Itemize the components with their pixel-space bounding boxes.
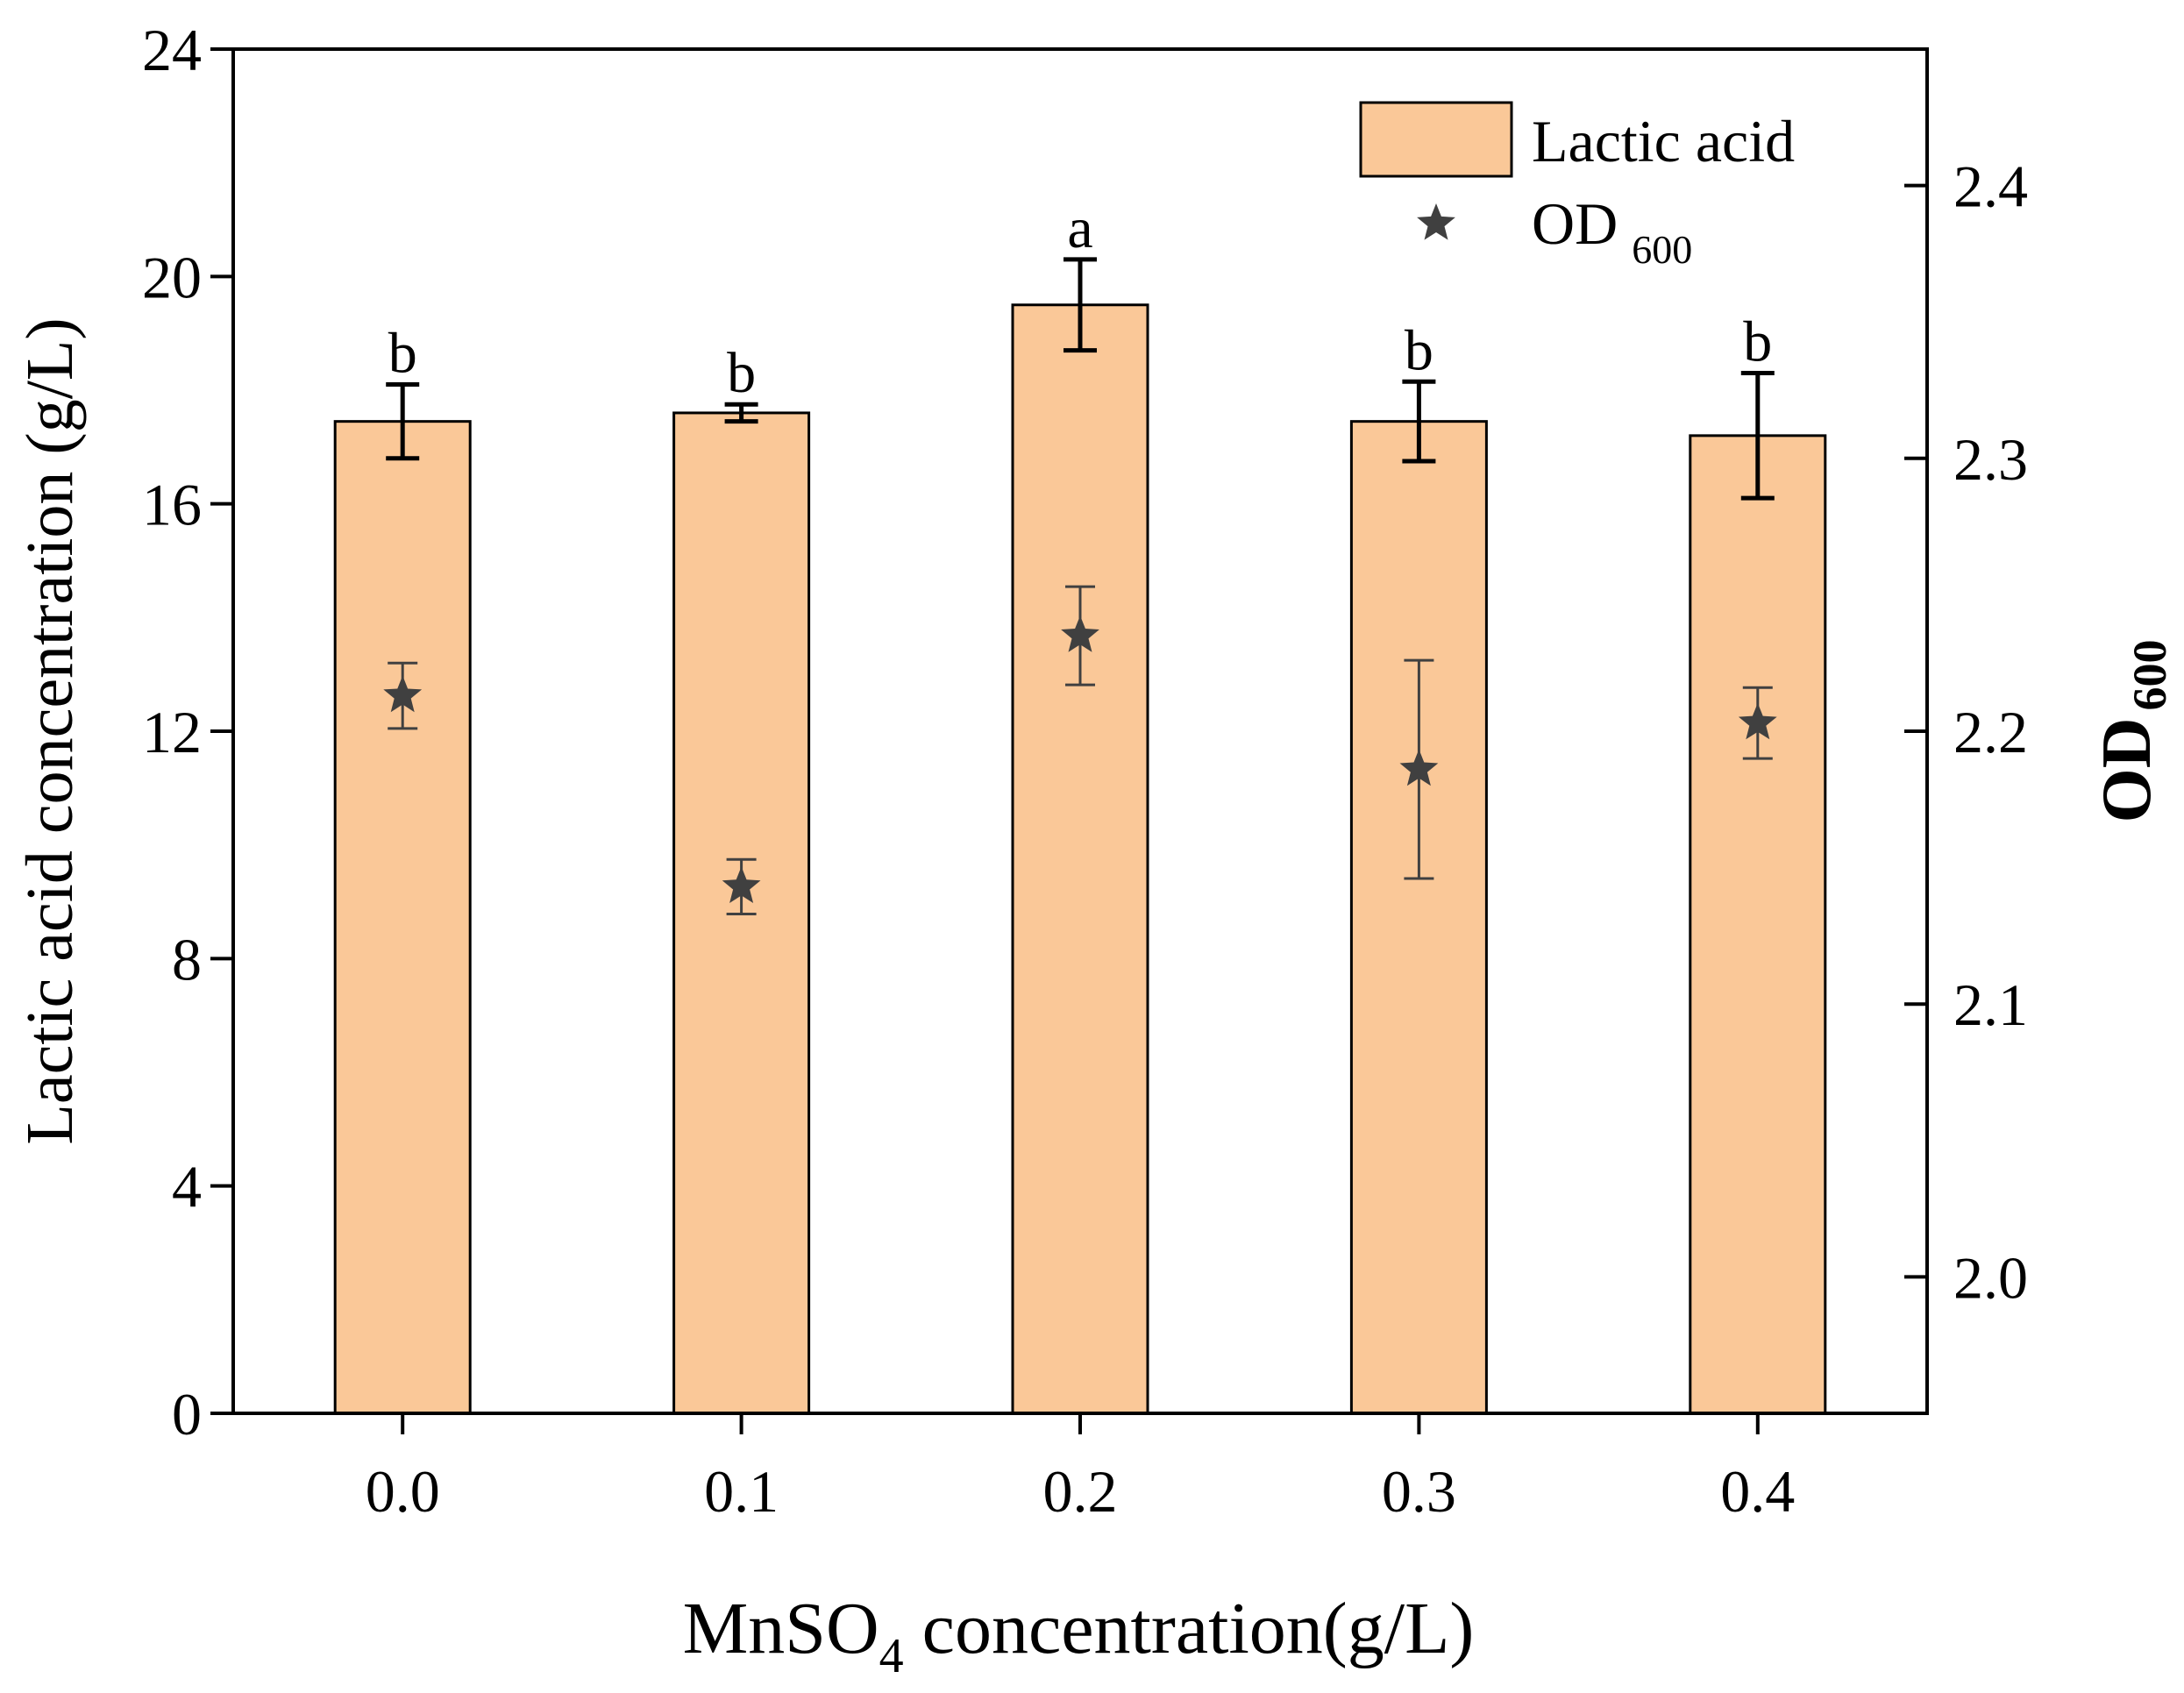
od-star-marker: [383, 675, 423, 713]
y-tick-label: 4: [172, 1154, 202, 1220]
significance-letter: b: [388, 322, 417, 386]
od-stars-layer: [383, 615, 1777, 903]
x-axis-label: MnSO4 concentration(g/L): [683, 1588, 1475, 1683]
significance-letter: b: [1405, 318, 1433, 382]
bar: [1011, 303, 1149, 1415]
x-tick-label: 0.4: [1720, 1458, 1795, 1525]
y-axis-label: Lactic acid concentration (g/L): [13, 317, 87, 1144]
significance-letter: a: [1067, 196, 1092, 260]
legend-label-od600: OD 600: [1532, 190, 1692, 272]
legend-star-icon: [1417, 203, 1455, 240]
letters-layer: b b a b b: [388, 196, 1773, 405]
y-tick-label: 24: [142, 17, 202, 83]
bar: [1689, 434, 1827, 1415]
y-tick-label: 20: [142, 244, 202, 310]
x-tick-label: 0.1: [704, 1458, 779, 1525]
od-star-marker: [722, 866, 761, 903]
y2-tick-label: 2.1: [1953, 971, 2028, 1038]
y2-tick-label: 2.2: [1953, 699, 2028, 765]
od-star-marker: [1399, 749, 1439, 786]
bar: [1349, 420, 1488, 1415]
y-tick-label: 16: [142, 472, 202, 538]
bar: [333, 420, 472, 1415]
y2-axis-label-sub: 600: [2124, 640, 2176, 711]
legend-label-od600-main: OD: [1532, 190, 1618, 257]
legend-label-od600-sub: 600: [1632, 227, 1692, 272]
x-axis: 0.0 0.1 0.2 0.3 0.4: [366, 1413, 1795, 1525]
od-star-marker: [1061, 615, 1099, 652]
y-axis-left: 0 4 8 12 16 20 24: [142, 17, 233, 1448]
y2-axis-label: OD 600: [2088, 640, 2176, 823]
od-star-marker: [1738, 702, 1777, 740]
bar-errors-layer: [386, 257, 1775, 501]
x-axis-label-rest: concentration(g/L): [904, 1588, 1475, 1669]
x-axis-label-main: MnSO: [683, 1588, 879, 1669]
x-tick-label: 0.2: [1043, 1458, 1118, 1525]
x-axis-label-sub: 4: [879, 1629, 904, 1683]
y2-tick-label: 2.4: [1953, 153, 2028, 220]
y2-axis-label-main: OD: [2088, 718, 2166, 823]
bars-layer: [333, 303, 1827, 1415]
significance-letter: b: [1743, 310, 1772, 374]
legend-label-lactic-acid: Lactic acid: [1532, 108, 1795, 174]
y-axis-right: 2.0 2.1 2.2 2.3 2.4: [1904, 153, 2028, 1311]
y-tick-label: 0: [172, 1381, 202, 1448]
legend-swatch-lactic-acid: [1359, 101, 1513, 178]
y2-tick-label: 2.0: [1953, 1244, 2028, 1311]
x-tick-label: 0.3: [1382, 1458, 1456, 1525]
y-tick-label: 12: [142, 699, 202, 765]
significance-letter: b: [727, 341, 756, 405]
legend: Lactic acid OD 600: [1359, 101, 1795, 272]
y-tick-label: 8: [172, 926, 202, 992]
y2-tick-label: 2.3: [1953, 426, 2028, 493]
x-tick-label: 0.0: [366, 1458, 440, 1525]
